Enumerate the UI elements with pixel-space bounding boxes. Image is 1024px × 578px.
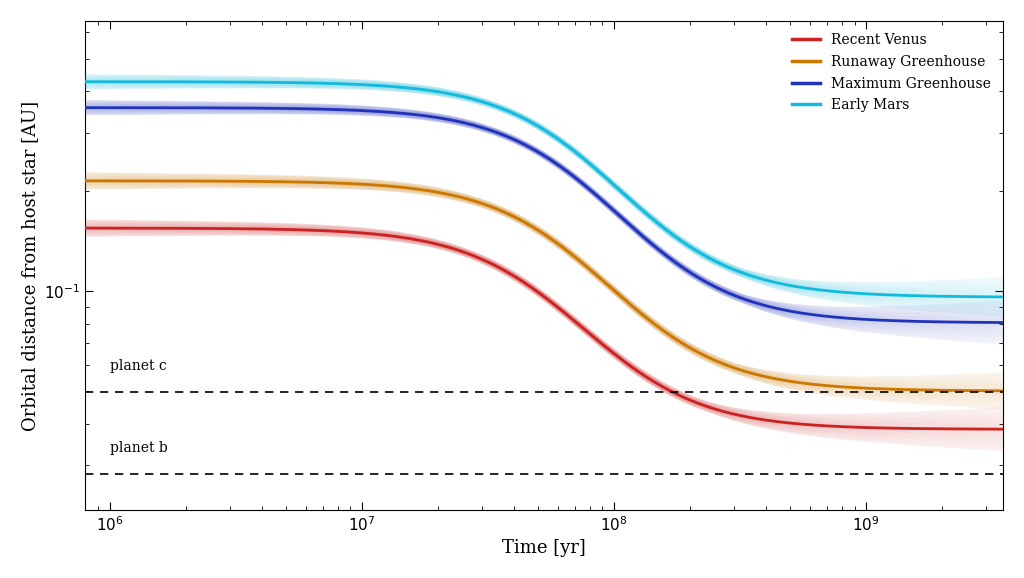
X-axis label: Time [yr]: Time [yr]	[503, 539, 586, 557]
Y-axis label: Orbital distance from host star [AU]: Orbital distance from host star [AU]	[20, 101, 39, 431]
Text: planet c: planet c	[110, 360, 167, 373]
Legend: Recent Venus, Runaway Greenhouse, Maximum Greenhouse, Early Mars: Recent Venus, Runaway Greenhouse, Maximu…	[786, 28, 996, 118]
Text: planet b: planet b	[110, 441, 168, 455]
